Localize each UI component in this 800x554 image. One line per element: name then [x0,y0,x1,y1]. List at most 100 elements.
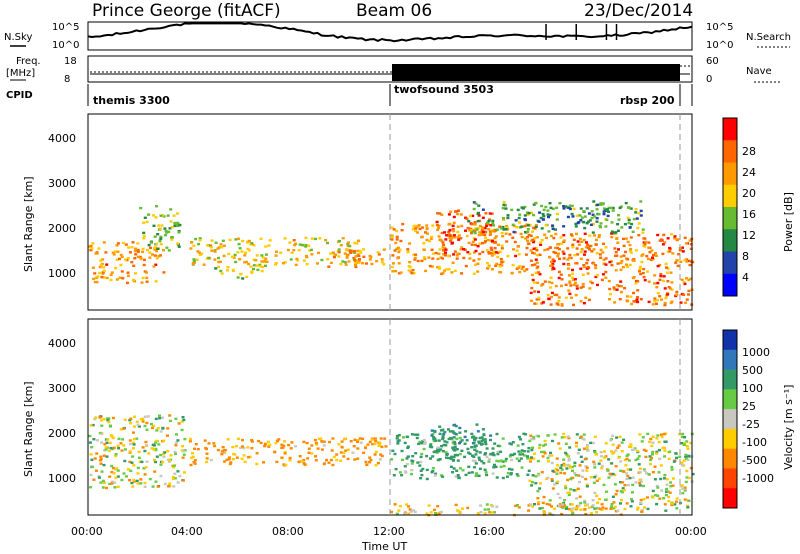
velocity-echo-cell [176,481,180,484]
velocity-echo-cell [169,454,173,457]
velocity-echo-cell [122,444,126,447]
velocity-echo-cell [521,443,525,446]
power-echo-cell [152,265,156,268]
velocity-echo-cell [151,443,155,446]
power-echo-cell [416,231,420,234]
power-echo-cell [679,260,683,263]
power-echo-cell [240,250,244,253]
velocity-echo-cell [585,483,589,486]
velocity-echo-cell [599,455,603,458]
velocity-echo-cell [423,442,427,445]
velocity-echo-cell [578,495,582,498]
power-echo-cell [539,216,543,220]
power-echo-cell [435,223,439,227]
velocity-echo-cell [630,448,634,451]
velocity-echo-cell [411,455,415,458]
power-echo-cell [642,237,646,240]
power-echo-cell [564,205,568,208]
power-echo-cell [535,298,539,301]
power-echo-cell [476,219,480,223]
power-echo-cell [95,252,99,255]
velocity-echo-cell [628,445,631,448]
power-colorbar-segment [723,140,737,163]
power-echo-cell [597,235,601,239]
power-echo-cell [192,258,196,261]
power-echo-cell [579,219,583,222]
velocity-echo-cell [616,446,620,449]
velocity-echo-cell [543,511,547,514]
velocity-echo-cell [415,436,419,440]
velocity-echo-cell [107,449,111,452]
velocity-echo-cell [174,444,178,447]
velocity-echo-cell [100,419,104,422]
velocity-echo-cell [129,469,133,472]
power-echo-cell [547,215,550,219]
power-echo-cell [629,295,633,298]
power-echo-cell [406,250,410,254]
power-echo-cell [470,231,473,235]
velocity-echo-cell [431,433,435,436]
power-echo-cell [669,301,673,305]
power-echo-cell [286,248,290,252]
cpid-mode-2: twofsound 3503 [394,83,494,96]
power-echo-cell [327,265,331,268]
velocity-echo-cell [565,507,568,510]
power-echo-cell [557,299,561,303]
velocity-echo-cell [619,469,623,472]
noise-series [87,22,693,43]
velocity-echo-cell [496,450,500,454]
power-echo-cell [468,257,472,260]
velocity-echo-cell [441,450,445,453]
velocity-echo-cell [438,425,442,428]
power-echo-cell [470,243,474,246]
power-echo-cell [460,224,464,228]
velocity-echo-cell [439,448,443,451]
power-echo-cell [191,262,195,265]
power-echo-cell [431,257,435,260]
power-echo-cell [653,299,657,303]
cpid-mode-1: themis 3300 [93,94,170,107]
power-echo-cell [495,228,499,231]
power-echo-cell [538,253,542,256]
velocity-echo-cell [228,462,232,466]
velocity-echo-cell [159,463,163,466]
power-echo-cell [581,285,585,288]
power-echo-cell [574,293,578,297]
power-echo-cell [584,296,588,299]
power-echo-cell [449,237,453,240]
velocity-echo-cell [458,426,462,430]
power-echo-cell [486,221,489,224]
velocity-echo-cell [445,441,449,444]
power-echo-cell [502,228,506,231]
power-echo-cell [279,251,283,254]
velocity-echo-cell [553,433,557,436]
power-echo-cell [614,251,618,254]
power-echo-cell [527,233,531,237]
velocity-echo-cell [460,439,464,442]
power-ytick-2000: 2000 [48,222,76,235]
power-echo-cell [456,252,460,255]
power-echo-cell [471,240,475,243]
velocity-echo-cell [517,506,521,509]
velocity-echo-cell [419,477,423,480]
velocity-echo-cell [656,486,660,489]
power-echo-cell [562,252,566,255]
power-echo-cell [88,245,92,248]
power-echo-cell [586,220,590,223]
velocity-echo-cell [173,450,177,454]
power-echo-cell [341,237,345,240]
velocity-echo-cell [583,447,586,450]
velocity-echo-cell [454,433,458,436]
velocity-echo-cell [586,444,589,447]
power-echo-cell [264,264,267,267]
power-echo-cell [494,229,498,232]
power-echo-cell [170,236,174,239]
power-echo-cell [562,262,566,266]
velocity-echo-cell [638,470,642,474]
velocity-echo-cell [114,454,118,458]
power-echo-cell [172,214,176,217]
power-echo-cell [206,244,210,247]
velocity-echo-cell [302,459,306,462]
velocity-echo-cell [483,508,487,511]
